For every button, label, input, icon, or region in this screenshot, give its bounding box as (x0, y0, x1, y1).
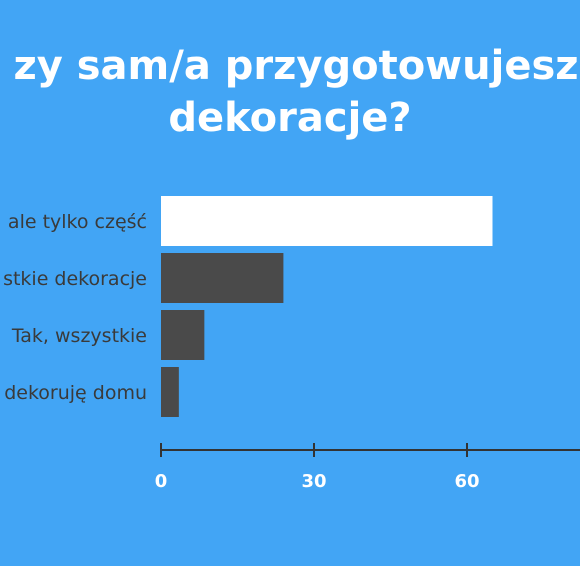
bar-2 (161, 310, 205, 360)
x-tick-label-0: 0 (155, 471, 168, 492)
bar-0 (161, 196, 493, 246)
category-label-1: stkie dekoracje (3, 268, 147, 290)
x-tick-label-2: 60 (454, 471, 479, 492)
chart-title-line-1: zy sam/a przygotowujesz (13, 43, 579, 89)
bar-3 (161, 367, 179, 417)
category-label-0: ale tylko część (8, 211, 147, 233)
x-tick-label-1: 30 (301, 471, 326, 492)
category-label-3: dekoruję domu (4, 382, 147, 404)
bar-1 (161, 253, 284, 303)
category-label-2: Tak, wszystkie (11, 325, 147, 347)
chart-title: zy sam/a przygotowujesz dekoracje? (0, 40, 580, 144)
chart-title-line-2: dekoracje? (168, 95, 412, 141)
